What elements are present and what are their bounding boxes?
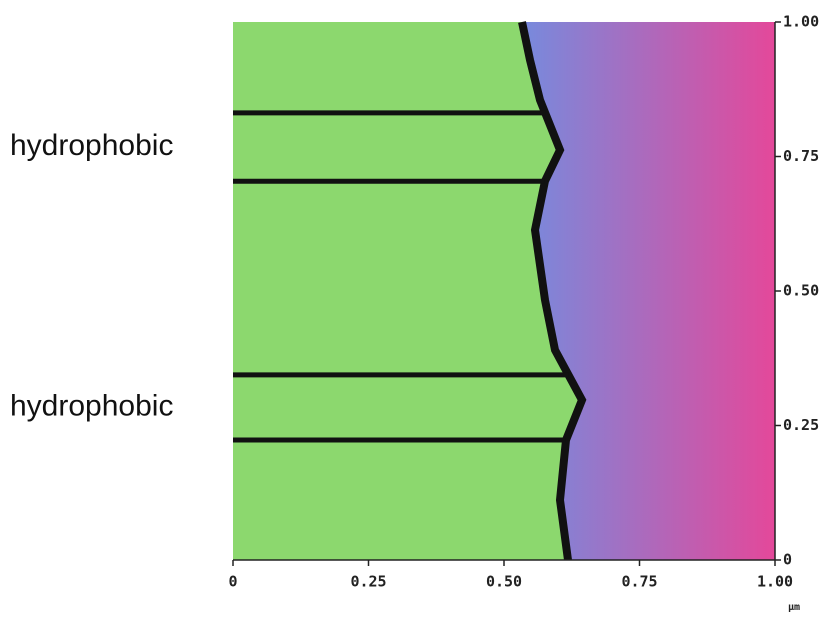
region-label: hydrophobic <box>10 129 173 162</box>
x-tick-label: 0.50 <box>486 573 522 591</box>
region-label: hydrophobic <box>10 389 173 422</box>
y-tick-label: 1.00 <box>783 13 819 31</box>
x-tick-label: 0.25 <box>350 573 386 591</box>
y-tick-label: 0.25 <box>783 416 819 434</box>
y-tick-label: 0.75 <box>783 147 819 165</box>
x-tick-label: 0.75 <box>621 573 657 591</box>
x-tick-label: 0 <box>228 573 237 591</box>
film <box>233 22 582 560</box>
x-tick-label: 1.00 <box>757 573 793 591</box>
figure: μm hydrophobic hydrophobic 0 0.25 0.50 0.75 1.… <box>0 0 839 630</box>
page: {"chart_data": {"type": "image", "x_unit… <box>0 0 839 630</box>
y-tick-label: 0 <box>783 551 792 569</box>
x-unit: μm <box>788 602 800 613</box>
y-tick-label: 0.50 <box>783 282 819 300</box>
